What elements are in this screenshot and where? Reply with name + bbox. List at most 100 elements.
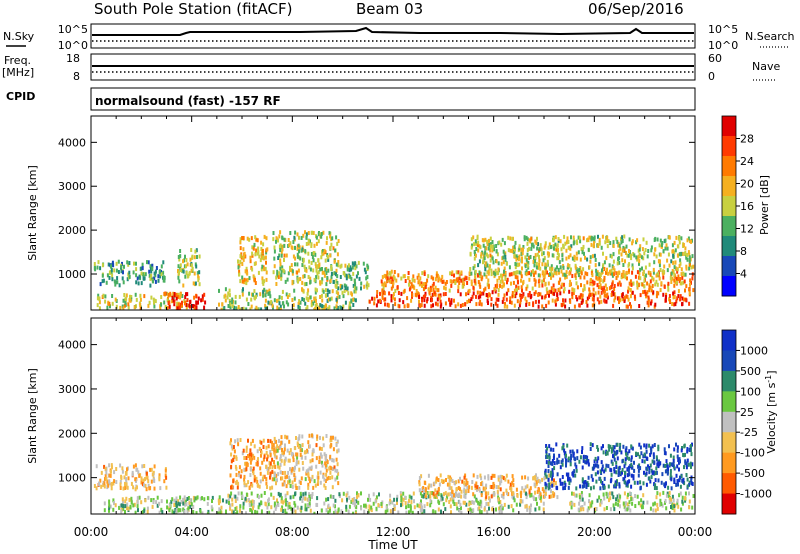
data-cell [418,295,421,299]
data-cell [572,473,575,478]
data-cell [607,484,610,489]
data-cell [553,478,555,483]
data-cell [146,509,149,514]
data-cell [648,284,651,289]
data-cell [436,302,439,307]
data-cell [687,236,690,241]
data-cell [647,303,650,308]
data-cell [599,502,602,507]
data-cell [628,262,631,267]
data-cell [335,268,338,273]
data-cell [468,298,470,303]
data-cell [502,255,505,260]
data-cell [545,449,548,454]
data-cell [436,490,439,495]
data-cell [435,479,438,484]
data-cell [234,494,237,499]
data-cell [519,502,522,507]
data-cell [583,483,586,488]
data-cell [628,268,630,273]
data-cell [241,279,244,284]
data-cell [512,478,515,483]
data-cell [280,276,283,281]
data-cell [128,261,131,265]
data-cell [608,447,611,452]
data-cell [485,293,488,297]
nsearch-tick-top: 10^5 [708,23,738,36]
data-cell [596,445,599,449]
data-cell [471,243,473,248]
data-cell [639,503,642,508]
data-cell [589,259,592,264]
data-cell [520,247,523,252]
data-cell [317,258,320,263]
colorbar-swatch [722,176,736,197]
data-cell [546,455,549,459]
data-cell [256,307,259,310]
data-cell [327,297,330,302]
data-cell [287,238,290,242]
data-cell [273,298,276,303]
data-cell [279,248,282,253]
data-cell [257,270,260,275]
data-cell [646,254,649,259]
data-cell [93,265,96,270]
data-cell [287,458,290,463]
data-cell [614,482,617,487]
data-cell [690,239,693,244]
data-cell [342,271,345,275]
data-cell [570,505,573,510]
data-cell [155,266,158,270]
data-cell [641,247,644,252]
data-cell [235,466,238,471]
data-cell [537,304,540,309]
data-cell [408,279,411,284]
data-cell [287,480,289,485]
data-cell [657,291,660,296]
data-cell [378,492,380,497]
data-cell [655,455,658,460]
data-cell [510,300,513,305]
data-cell [605,463,608,468]
data-cell [283,447,286,452]
data-cell [544,262,547,267]
data-cell [528,302,531,306]
data-cell [637,473,640,478]
data-cell [127,302,130,307]
colorbar-swatch [722,256,736,277]
data-cell [482,486,485,491]
data-cell [679,261,682,266]
data-cell [393,297,396,302]
data-cell [142,276,145,281]
data-cell [119,305,122,310]
data-cell [250,491,253,496]
data-cell [450,283,453,288]
data-cell [675,473,678,478]
data-cell [244,269,247,274]
data-cell [317,239,320,244]
data-cell [524,475,527,480]
data-cell [115,268,118,273]
data-cell [603,485,606,490]
data-cell [324,486,327,490]
data-cell [195,496,198,501]
data-cell [655,486,658,491]
data-cell [297,279,299,284]
data-cell [335,297,338,302]
data-cell [231,304,234,309]
data-cell [525,272,528,277]
data-cell [450,300,453,305]
data-cell [350,499,353,504]
data-cell [617,243,620,248]
data-cell [333,465,336,470]
data-cell [573,469,576,474]
data-cell [688,287,691,292]
data-cell [239,508,241,513]
data-cell [578,303,581,308]
data-cell [393,276,396,281]
data-cell [593,235,596,240]
data-cell [518,262,521,267]
data-cell [478,502,481,507]
data-cell [635,255,638,260]
data-cell [572,235,575,240]
